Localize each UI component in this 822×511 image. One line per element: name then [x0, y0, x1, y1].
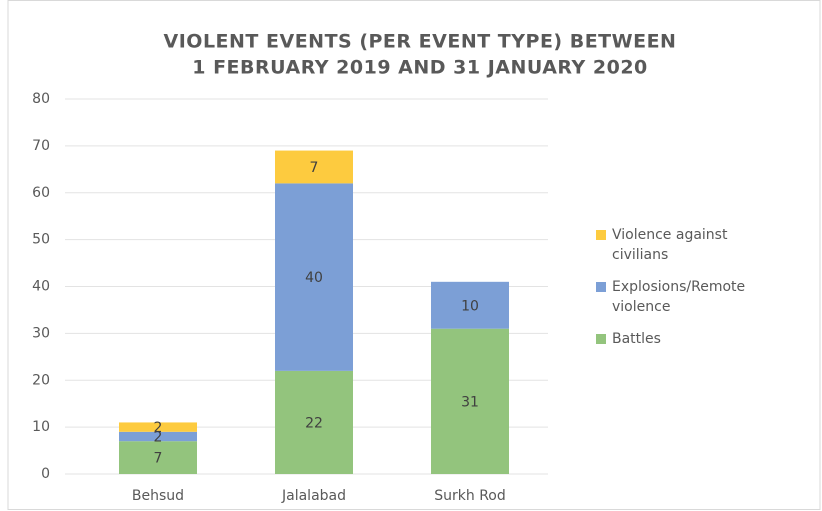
data-label: 2 [154, 430, 163, 446]
y-tick-label: 0 [41, 466, 50, 482]
bar-segment [431, 328, 509, 474]
y-tick-label: 60 [32, 185, 50, 201]
bar-segment [119, 441, 197, 474]
legend-swatch [596, 282, 606, 292]
data-label: 7 [310, 160, 319, 176]
x-tick-label: Surkh Rod [434, 488, 506, 504]
bar-segment [275, 183, 353, 371]
y-tick-label: 50 [32, 232, 50, 248]
bar-segment [275, 150, 353, 184]
bar-segment [275, 370, 353, 474]
data-label: 10 [461, 298, 479, 314]
data-label: 22 [305, 415, 323, 431]
legend-label: Explosions/Remote violence [612, 279, 745, 315]
chart-title-line: VIOLENT EVENTS (PER EVENT TYPE) BETWEEN [164, 31, 677, 53]
bar-segment [119, 431, 197, 442]
x-tick-label: Behsud [132, 488, 184, 504]
y-tick-label: 30 [32, 325, 50, 341]
y-tick-label: 10 [32, 419, 50, 435]
data-label: 31 [461, 394, 479, 410]
bar-segment [431, 281, 509, 329]
legend-label: Battles [612, 331, 661, 347]
legend-label: Violence against civilians [612, 227, 728, 263]
bar-segment [119, 422, 197, 432]
y-tick-label: 80 [32, 91, 50, 107]
data-label: 7 [154, 451, 163, 467]
y-tick-label: 20 [32, 372, 50, 388]
x-tick-label: Jalalabad [281, 488, 346, 504]
y-tick-label: 70 [32, 138, 50, 154]
data-label: 40 [305, 270, 323, 286]
legend-swatch [596, 230, 606, 240]
y-tick-label: 40 [32, 279, 50, 295]
legend-swatch [596, 334, 606, 344]
chart-frame [7, 0, 821, 510]
data-label: 2 [154, 420, 163, 436]
chart-title-line: 1 FEBRUARY 2019 AND 31 JANUARY 2020 [192, 57, 648, 79]
